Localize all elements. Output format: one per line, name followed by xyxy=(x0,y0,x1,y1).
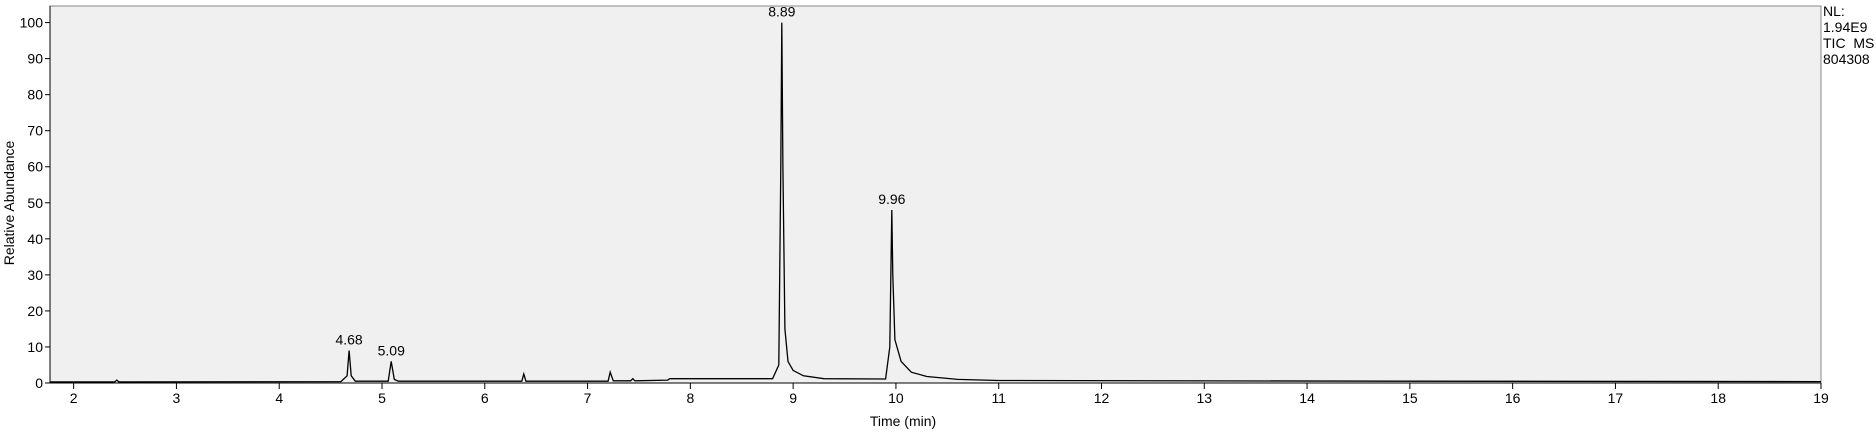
x-tick-label: 12 xyxy=(1094,390,1110,406)
peak-label: 5.09 xyxy=(378,342,405,358)
y-tick-label: 80 xyxy=(27,87,43,103)
side-text: NL: xyxy=(1823,3,1845,19)
x-tick-label: 3 xyxy=(173,390,181,406)
x-tick-label: 5 xyxy=(378,390,386,406)
y-tick-label: 70 xyxy=(27,123,43,139)
x-axis-title: Time (min) xyxy=(870,413,936,429)
plot-area xyxy=(49,5,1822,384)
x-tick-label: 9 xyxy=(789,390,797,406)
x-tick-label: 17 xyxy=(1608,390,1624,406)
y-tick-label: 50 xyxy=(27,195,43,211)
x-tick-label: 2 xyxy=(70,390,78,406)
y-tick-label: 40 xyxy=(27,231,43,247)
x-tick-label: 19 xyxy=(1813,390,1829,406)
x-tick-label: 7 xyxy=(584,390,592,406)
x-tick-label: 16 xyxy=(1505,390,1521,406)
y-tick-label: 0 xyxy=(35,375,43,391)
peak-label: 8.89 xyxy=(768,4,795,20)
y-tick-label: 20 xyxy=(27,303,43,319)
x-tick-label: 4 xyxy=(275,390,283,406)
x-tick-label: 15 xyxy=(1402,390,1418,406)
side-text: TIC MS xyxy=(1823,35,1874,51)
x-tick-label: 11 xyxy=(991,390,1006,406)
x-tick-label: 18 xyxy=(1710,390,1726,406)
peak-label: 4.68 xyxy=(335,332,362,348)
side-text: 1.94E9 xyxy=(1823,19,1868,35)
side-text: 804308 xyxy=(1823,51,1870,67)
peak-label: 9.96 xyxy=(878,191,905,207)
x-tick-label: 6 xyxy=(481,390,489,406)
y-tick-label: 100 xyxy=(20,15,44,31)
x-tick-label: 8 xyxy=(686,390,694,406)
y-tick-label: 30 xyxy=(27,267,43,283)
trace xyxy=(50,22,1822,383)
x-tick-label: 13 xyxy=(1196,390,1212,406)
y-axis-title: Relative Abundance xyxy=(1,141,17,266)
x-tick-label: 10 xyxy=(888,390,904,406)
y-tick-label: 10 xyxy=(27,339,43,355)
y-tick-label: 90 xyxy=(27,51,43,67)
y-tick-label: 60 xyxy=(27,159,43,175)
x-tick-label: 14 xyxy=(1299,390,1315,406)
